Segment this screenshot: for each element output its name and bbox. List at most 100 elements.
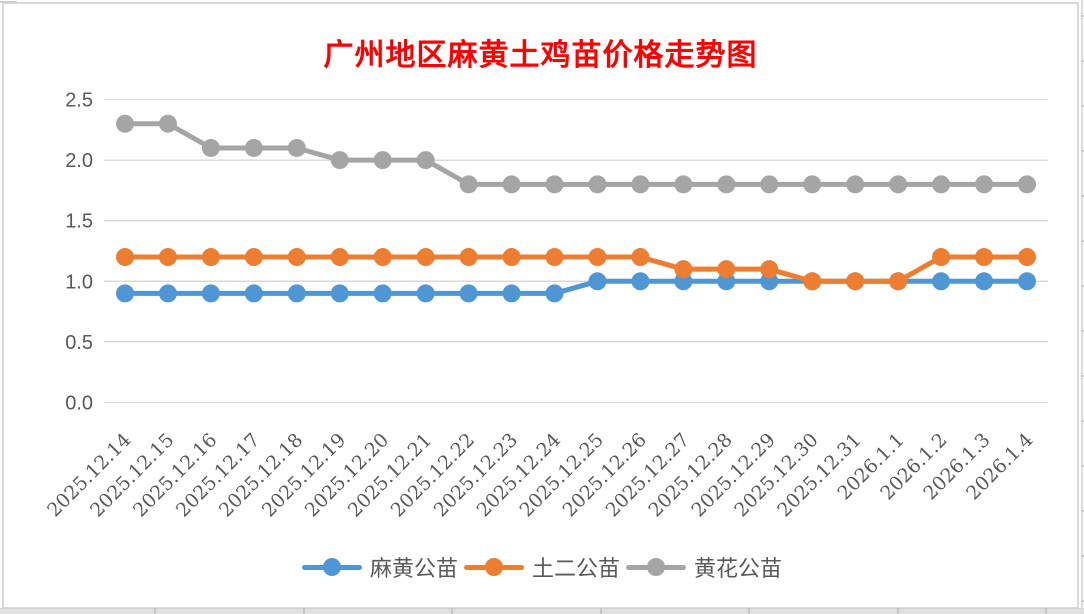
- data-point-marker[interactable]: [116, 284, 134, 303]
- y-axis-tick-label: 0.5: [65, 332, 93, 354]
- data-point-marker[interactable]: [416, 248, 435, 267]
- data-point-marker[interactable]: [631, 248, 650, 267]
- worksheet-column-divider: [154, 608, 156, 614]
- data-point-marker[interactable]: [373, 248, 392, 267]
- data-point-marker[interactable]: [932, 248, 951, 267]
- data-point-marker[interactable]: [545, 175, 564, 194]
- worksheet-row-divider: [1081, 555, 1084, 557]
- worksheet-row-divider: [1081, 375, 1084, 377]
- y-axis-tick-label: 1.0: [65, 271, 93, 293]
- data-point-marker[interactable]: [1018, 248, 1036, 267]
- worksheet-row-divider: [1081, 285, 1084, 287]
- data-point-marker[interactable]: [717, 175, 736, 194]
- worksheet-row-divider: [1081, 195, 1084, 197]
- data-point-marker[interactable]: [201, 138, 220, 157]
- data-point-marker[interactable]: [717, 260, 736, 279]
- data-point-marker[interactable]: [1018, 272, 1036, 291]
- data-point-marker[interactable]: [459, 248, 478, 267]
- data-point-marker[interactable]: [287, 248, 306, 267]
- legend-line-marker-icon: [626, 557, 686, 577]
- data-point-marker[interactable]: [631, 272, 650, 291]
- data-point-marker[interactable]: [416, 284, 435, 303]
- data-point-marker[interactable]: [373, 284, 392, 303]
- data-point-marker[interactable]: [116, 248, 134, 267]
- series-line-1[interactable]: [122, 254, 1030, 284]
- data-point-marker[interactable]: [158, 114, 177, 133]
- data-point-marker[interactable]: [545, 248, 564, 267]
- data-point-marker[interactable]: [416, 151, 435, 170]
- data-point-marker[interactable]: [975, 272, 994, 291]
- data-point-marker[interactable]: [631, 175, 650, 194]
- worksheet-right-edge: [1081, 0, 1083, 614]
- data-point-marker[interactable]: [502, 248, 521, 267]
- data-point-marker[interactable]: [975, 175, 994, 194]
- data-point-marker[interactable]: [330, 151, 349, 170]
- data-point-marker[interactable]: [287, 138, 306, 157]
- y-axis-tick-label: 2.5: [65, 90, 93, 112]
- worksheet-column-divider: [1045, 608, 1047, 614]
- worksheet-column-divider: [451, 608, 453, 614]
- legend-line-marker-icon: [301, 557, 362, 577]
- legend-item-2[interactable]: 黄花公苗: [626, 551, 782, 583]
- data-point-marker[interactable]: [459, 175, 478, 194]
- data-point-marker[interactable]: [244, 248, 263, 267]
- y-axis-tick-label: 0.0: [65, 393, 93, 415]
- worksheet-gridline-fragment: [0, 1, 17, 3]
- worksheet-column-divider: [896, 608, 899, 614]
- series-line-2[interactable]: [122, 121, 1030, 187]
- legend-label: 黄花公苗: [694, 557, 783, 582]
- data-point-marker[interactable]: [244, 138, 263, 157]
- worksheet-row-divider: [1081, 15, 1084, 17]
- y-axis-tick-label: 1.5: [65, 211, 93, 233]
- data-point-marker[interactable]: [502, 175, 521, 194]
- data-point-marker[interactable]: [846, 175, 865, 194]
- legend-item-1[interactable]: 土二公苗: [463, 551, 620, 583]
- data-point-marker[interactable]: [760, 260, 779, 279]
- chart-legend[interactable]: 麻黄公苗 土二公苗 黄花公苗: [0, 549, 1084, 585]
- worksheet-row-divider: [1081, 240, 1084, 242]
- worksheet-row-divider: [1081, 600, 1084, 602]
- legend-line-marker-icon: [463, 557, 524, 577]
- data-point-marker[interactable]: [201, 248, 220, 267]
- data-point-marker[interactable]: [803, 272, 822, 291]
- data-point-marker[interactable]: [545, 284, 564, 303]
- data-point-marker[interactable]: [158, 248, 177, 267]
- worksheet-row-divider: [1081, 510, 1084, 512]
- data-point-marker[interactable]: [502, 284, 521, 303]
- data-point-marker[interactable]: [330, 284, 349, 303]
- data-point-marker[interactable]: [330, 248, 349, 267]
- data-point-marker[interactable]: [588, 248, 607, 267]
- legend-item-0[interactable]: 麻黄公苗: [301, 551, 458, 583]
- data-point-marker[interactable]: [373, 151, 392, 170]
- data-point-marker[interactable]: [287, 284, 306, 303]
- data-point-marker[interactable]: [201, 284, 220, 303]
- data-point-marker[interactable]: [803, 175, 822, 194]
- data-point-marker[interactable]: [116, 114, 134, 133]
- data-point-marker[interactable]: [459, 284, 478, 303]
- data-point-marker[interactable]: [588, 272, 607, 291]
- data-point-marker[interactable]: [932, 175, 951, 194]
- legend-label: 土二公苗: [531, 557, 620, 582]
- data-point-marker[interactable]: [889, 272, 908, 291]
- data-point-marker[interactable]: [674, 260, 693, 279]
- data-point-marker[interactable]: [674, 175, 693, 194]
- chart-title[interactable]: 广州地区麻黄土鸡苗价格走势图: [323, 38, 758, 73]
- worksheet-column-divider: [748, 608, 750, 614]
- data-point-marker[interactable]: [846, 272, 865, 291]
- worksheet-column-divider: [599, 608, 602, 614]
- data-point-marker[interactable]: [588, 175, 607, 194]
- data-point-marker[interactable]: [932, 272, 951, 291]
- legend-label: 麻黄公苗: [369, 557, 458, 582]
- data-point-marker[interactable]: [975, 248, 994, 267]
- worksheet-row-divider: [1081, 330, 1084, 332]
- data-point-marker[interactable]: [760, 175, 779, 194]
- data-point-marker[interactable]: [158, 284, 177, 303]
- data-point-marker[interactable]: [244, 284, 263, 303]
- data-point-marker[interactable]: [1018, 175, 1036, 194]
- data-point-marker[interactable]: [889, 175, 908, 194]
- worksheet-row-divider: [1081, 150, 1084, 152]
- worksheet-row-divider: [1081, 60, 1084, 62]
